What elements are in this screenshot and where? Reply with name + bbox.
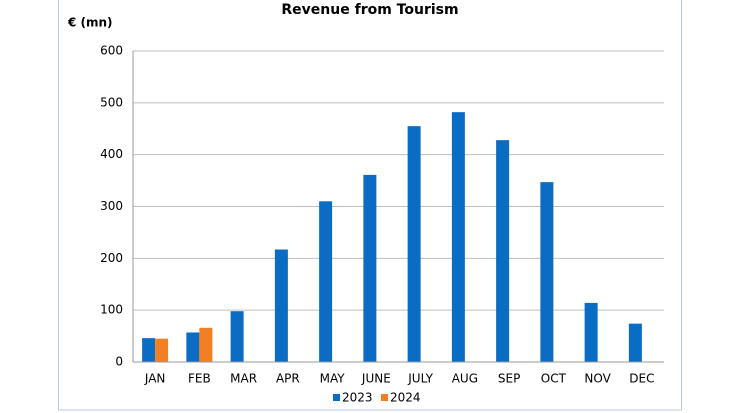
- x-tick-label: NOV: [584, 372, 611, 386]
- y-tick-label: 0: [115, 355, 123, 369]
- x-tick-label: AUG: [452, 372, 478, 386]
- y-tick-label: 300: [100, 199, 123, 213]
- bar: [628, 323, 642, 362]
- bar: [199, 327, 213, 362]
- y-tick-label: 600: [100, 44, 123, 58]
- y-tick-label: 200: [100, 251, 123, 265]
- y-tick-label: 500: [100, 95, 123, 109]
- bar: [155, 338, 169, 362]
- legend-label: 2023: [342, 391, 373, 405]
- y-tick-label: 100: [100, 303, 123, 317]
- bar: [186, 332, 200, 362]
- bar: [451, 112, 465, 362]
- x-tick-label: MAY: [320, 372, 346, 386]
- bar: [363, 174, 377, 362]
- bar: [496, 140, 510, 362]
- x-tick-label: JUNE: [361, 372, 391, 386]
- chart-frame: [58, 0, 682, 411]
- y-tick-label: 400: [100, 147, 123, 161]
- x-tick-label: APR: [276, 372, 300, 386]
- x-tick-label: JAN: [144, 372, 166, 386]
- bar: [540, 182, 554, 362]
- bar: [407, 126, 421, 363]
- chart-title: Revenue from Tourism: [281, 2, 458, 18]
- bar: [274, 249, 288, 362]
- y-axis-label: € (mn): [67, 16, 113, 30]
- x-tick-label: DEC: [629, 372, 654, 386]
- bar: [319, 201, 333, 362]
- x-tick-label: JULY: [407, 372, 433, 386]
- bar: [230, 311, 244, 362]
- legend-swatch: [333, 394, 340, 401]
- x-tick-label: OCT: [541, 372, 567, 386]
- x-tick-label: MAR: [230, 372, 257, 386]
- legend-label: 2024: [390, 391, 421, 405]
- x-tick-label: FEB: [188, 372, 211, 386]
- legend-swatch: [381, 394, 388, 401]
- bar: [584, 302, 598, 362]
- x-tick-label: SEP: [498, 372, 520, 386]
- bar: [142, 338, 156, 362]
